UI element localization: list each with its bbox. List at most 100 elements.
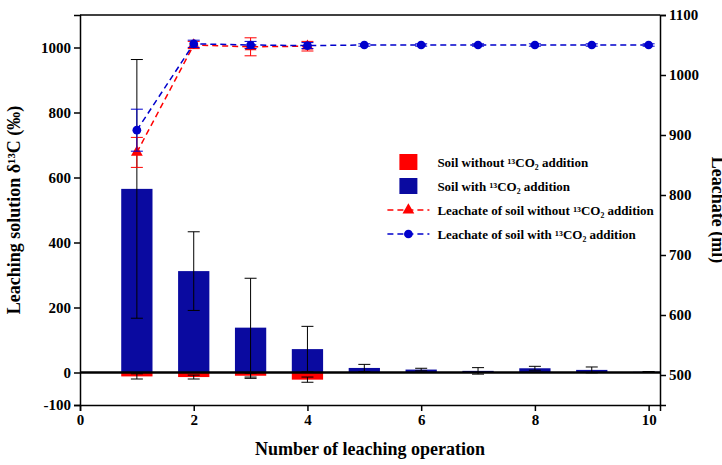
tick-label: 1100 — [669, 7, 698, 23]
tick-mark — [74, 177, 80, 179]
tick: 0 — [64, 365, 81, 381]
tick-mark — [660, 15, 666, 17]
error-bar — [245, 41, 257, 48]
error-bar — [131, 60, 143, 319]
axis-line — [661, 16, 667, 406]
x-axis-title: Number of leaching operation — [255, 439, 485, 459]
y2-axis: 500 600 700 800 900 1000 1100 — [660, 7, 699, 405]
tick: 0 — [77, 405, 85, 428]
marker — [132, 126, 141, 135]
error-bar — [131, 374, 143, 379]
tick-label: 2 — [190, 412, 198, 428]
legend: Soil without ¹³CO₂ addition Soil with ¹³C… — [387, 154, 654, 242]
error-bars — [131, 373, 314, 382]
bar-series — [121, 189, 660, 373]
marker — [302, 39, 314, 49]
legend-swatch — [399, 178, 417, 194]
tick-label: 0 — [64, 365, 72, 381]
tick: 400 — [49, 235, 81, 251]
tick: 10 — [642, 405, 657, 428]
tick: 1100 — [660, 7, 698, 23]
tick-mark — [660, 75, 666, 77]
tick-label: 900 — [669, 127, 692, 143]
legend-label: Soil without ¹³CO₂ addition — [437, 155, 589, 170]
line-series — [131, 39, 655, 151]
line — [137, 45, 308, 152]
tick: 600 — [49, 170, 81, 186]
marker — [417, 41, 426, 50]
marker — [531, 41, 540, 50]
tick: 1000 — [660, 67, 699, 83]
y-axis: -100 0 200 400 600 800 1000 — [41, 16, 81, 414]
error-bar — [529, 366, 541, 370]
error-bar — [188, 375, 200, 379]
error-bar — [415, 368, 427, 371]
marker — [474, 41, 483, 50]
marker — [189, 39, 198, 48]
tick-label: 1000 — [41, 40, 71, 56]
legend-item: Soil with ¹³CO₂ addition — [399, 178, 570, 194]
axis-line — [81, 406, 661, 412]
plot-area — [121, 38, 660, 382]
tick-mark — [74, 47, 80, 49]
legend-label: Soil with ¹³CO₂ addition — [437, 179, 570, 194]
tick-label: 600 — [669, 307, 692, 323]
tick: 2 — [190, 405, 198, 428]
tick-mark — [74, 405, 80, 407]
tick: 600 — [660, 307, 692, 323]
tick-mark — [660, 255, 666, 257]
marker — [360, 41, 369, 50]
legend-item: Soil without ¹³CO₂ addition — [399, 154, 589, 170]
tick-label: 0 — [77, 412, 85, 428]
zero-line — [80, 371, 660, 374]
tick-label: -100 — [44, 397, 72, 413]
x-axis: 0 2 4 6 8 10 — [77, 405, 661, 428]
tick-mark — [307, 405, 309, 411]
tick-mark — [74, 242, 80, 244]
tick: 6 — [418, 405, 426, 428]
tick-label: 1000 — [669, 67, 699, 83]
tick: 900 — [660, 127, 692, 143]
tick-label: 4 — [304, 412, 312, 428]
marker — [246, 41, 255, 50]
tick-label: 600 — [49, 170, 72, 186]
marker — [587, 41, 596, 50]
tick-label: 200 — [49, 300, 72, 316]
marker — [303, 41, 312, 50]
tick: 8 — [532, 405, 540, 428]
axis-line — [74, 16, 81, 406]
marker — [245, 40, 257, 50]
error-bar — [245, 38, 257, 56]
tick-label: 800 — [49, 105, 72, 121]
legend-swatch — [399, 154, 417, 170]
tick: -100 — [44, 397, 81, 413]
legend-label: Leachate of soil without ¹³CO₂ addition — [437, 203, 654, 218]
tick-mark — [660, 135, 666, 137]
tick: 700 — [660, 247, 692, 263]
error-bar — [301, 326, 313, 372]
tick-mark — [535, 405, 537, 411]
tick-mark — [74, 307, 80, 309]
error-bar — [245, 278, 257, 377]
error-bars — [131, 60, 655, 378]
tick-label: 800 — [669, 187, 692, 203]
tick: 800 — [49, 105, 81, 121]
legend-marker — [403, 203, 415, 213]
tick-mark — [74, 112, 80, 114]
chart: 0 2 4 6 8 10 -100 0 200 400 600 800 1000 500 600 700 800… — [0, 0, 722, 465]
tick-label: 8 — [532, 412, 540, 428]
tick-mark — [193, 405, 195, 411]
tick-mark — [660, 375, 666, 377]
tick: 800 — [660, 187, 692, 203]
error-bar — [131, 109, 143, 151]
y2-axis-title: Leachate (ml) — [707, 157, 722, 263]
tick: 500 — [660, 367, 692, 383]
tick-mark — [648, 405, 650, 411]
legend-item: Leachate of soil with ¹³CO₂ addition — [387, 227, 636, 242]
frame — [80, 14, 660, 16]
error-bar — [188, 40, 200, 47]
legend-marker — [404, 230, 413, 239]
tick: 4 — [304, 405, 312, 428]
legend-item: Leachate of soil without ¹³CO₂ addition — [387, 203, 654, 218]
tick-mark — [74, 372, 80, 374]
